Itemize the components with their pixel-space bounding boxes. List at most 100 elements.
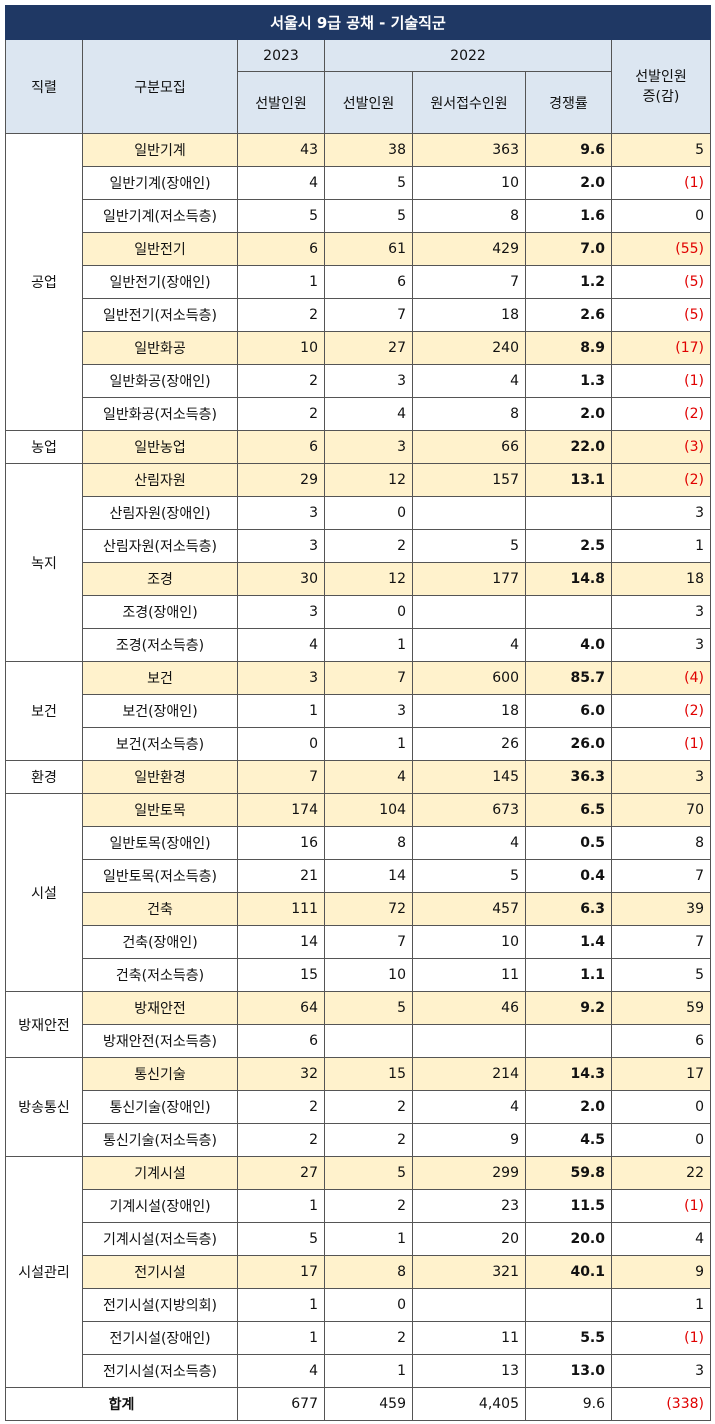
ratio-cell: 13.0 (525, 1354, 612, 1388)
table-row: 시설 일반토목 174 104 673 6.5 70 (5, 793, 711, 992)
group-name: 보건 (5, 661, 83, 761)
change-cell: 6 (611, 1024, 711, 1058)
table-row: 보건(장애인) 1 3 18 6.0 (2) (6, 694, 711, 728)
selected-2022-cell: 7 (324, 298, 413, 332)
table-row: 녹지 산림자원 29 12 157 13.1 (2) (5, 463, 711, 662)
category-cell: 일반전기(저소득층) (82, 298, 238, 332)
ratio-cell (525, 595, 612, 629)
header-ratio: 경쟁률 (525, 71, 612, 134)
selected-2022-cell: 12 (324, 463, 413, 497)
header-year-2023: 2023 (237, 39, 325, 72)
selected-2023-cell: 10 (237, 331, 325, 365)
applicants-cell: 11 (412, 958, 526, 992)
selected-2022-cell: 7 (324, 925, 413, 959)
applicants-cell (412, 496, 526, 530)
change-cell: 70 (611, 793, 711, 827)
change-cell: (2) (611, 694, 711, 728)
selected-2022-cell: 4 (324, 760, 413, 794)
applicants-cell: 13 (412, 1354, 526, 1388)
ratio-cell: 8.9 (525, 331, 612, 365)
header-jikryeol: 직렬 (5, 39, 83, 134)
table-row: 일반토목(저소득층) 21 14 5 0.4 7 (6, 859, 711, 893)
applicants-cell: 600 (412, 661, 526, 695)
selected-2023-cell: 3 (237, 529, 325, 563)
selected-2022-cell: 5 (324, 199, 413, 233)
ratio-cell: 85.7 (525, 661, 612, 695)
selected-2022-cell: 1 (324, 1222, 413, 1256)
category-cell: 산림자원 (82, 463, 238, 497)
table-row: 시설관리 기계시설 27 5 299 59.8 22 (5, 1156, 711, 1388)
table-row: 농업 일반농업 6 3 66 22.0 (3) (5, 430, 711, 464)
category-cell: 통신기술 (82, 1057, 238, 1091)
category-cell: 전기시설(저소득층) (82, 1354, 238, 1388)
category-cell: 통신기술(장애인) (82, 1090, 238, 1124)
selected-2023-cell: 6 (237, 232, 325, 266)
selected-2022-cell: 61 (324, 232, 413, 266)
applicants-cell: 46 (412, 991, 526, 1025)
total-row: 합계 677 459 4,405 9.6 (338) (5, 1387, 711, 1421)
applicants-cell: 240 (412, 331, 526, 365)
change-cell: (1) (611, 166, 711, 200)
selected-2022-cell: 5 (324, 991, 413, 1025)
table-row: 통신기술(장애인) 2 2 4 2.0 0 (6, 1090, 711, 1124)
selected-2023-cell: 1 (237, 1288, 325, 1322)
group-name: 방송통신 (5, 1057, 83, 1157)
applicants-cell: 4 (412, 1090, 526, 1124)
selected-2023-cell: 17 (237, 1255, 325, 1289)
applicants-cell: 10 (412, 925, 526, 959)
category-cell: 전기시설 (82, 1255, 238, 1289)
category-cell: 건축(장애인) (82, 925, 238, 959)
selected-2023-cell: 21 (237, 859, 325, 893)
ratio-cell: 2.0 (525, 166, 612, 200)
category-cell: 일반기계 (82, 133, 238, 167)
ratio-cell: 6.0 (525, 694, 612, 728)
applicants-cell: 5 (412, 859, 526, 893)
category-cell: 보건(저소득층) (82, 727, 238, 761)
table-row: 산림자원(저소득층) 3 2 5 2.5 1 (6, 529, 711, 563)
ratio-cell: 13.1 (525, 463, 612, 497)
selected-2023-cell: 15 (237, 958, 325, 992)
selected-2023-cell: 6 (237, 430, 325, 464)
change-cell: 3 (611, 760, 711, 794)
category-cell: 통신기술(저소득층) (82, 1123, 238, 1157)
applicants-cell (412, 1288, 526, 1322)
table-row: 통신기술(저소득층) 2 2 9 4.5 0 (6, 1123, 711, 1157)
applicants-cell: 177 (412, 562, 526, 596)
ratio-cell: 9.6 (525, 133, 612, 167)
table-row: 기계시설(장애인) 1 2 23 11.5 (1) (6, 1189, 711, 1223)
applicants-cell: 8 (412, 397, 526, 431)
change-cell: 1 (611, 1288, 711, 1322)
selected-2023-cell: 29 (237, 463, 325, 497)
applicants-cell: 20 (412, 1222, 526, 1256)
selected-2022-cell: 8 (324, 826, 413, 860)
category-cell: 일반기계(장애인) (82, 166, 238, 200)
category-cell: 일반전기(장애인) (82, 265, 238, 299)
ratio-cell: 6.5 (525, 793, 612, 827)
header-change: 선발인원 증(감) (611, 39, 711, 134)
applicants-cell: 66 (412, 430, 526, 464)
change-cell: 0 (611, 199, 711, 233)
change-cell: 7 (611, 859, 711, 893)
selected-2022-cell: 8 (324, 1255, 413, 1289)
selected-2023-cell: 43 (237, 133, 325, 167)
table-row: 전기시설(지방의회) 1 0 1 (6, 1288, 711, 1322)
change-cell: 3 (611, 1354, 711, 1388)
applicants-cell: 145 (412, 760, 526, 794)
table-row: 일반전기 6 61 429 7.0 (55) (6, 232, 711, 266)
ratio-cell: 1.2 (525, 265, 612, 299)
category-cell: 일반환경 (82, 760, 238, 794)
table-row: 일반전기(저소득층) 2 7 18 2.6 (5) (6, 298, 711, 332)
applicants-cell: 5 (412, 529, 526, 563)
change-cell: 7 (611, 925, 711, 959)
ratio-cell: 0.4 (525, 859, 612, 893)
applicants-cell: 673 (412, 793, 526, 827)
selected-2022-cell: 2 (324, 1123, 413, 1157)
ratio-cell: 9.2 (525, 991, 612, 1025)
category-cell: 기계시설(저소득층) (82, 1222, 238, 1256)
ratio-cell: 2.0 (525, 397, 612, 431)
total-label: 합계 (5, 1387, 238, 1421)
applicants-cell: 7 (412, 265, 526, 299)
group-name: 시설관리 (5, 1156, 83, 1388)
header-applicants: 원서접수인원 (412, 71, 526, 134)
table-row: 보건 보건 3 7 600 85.7 (4) (5, 661, 711, 761)
